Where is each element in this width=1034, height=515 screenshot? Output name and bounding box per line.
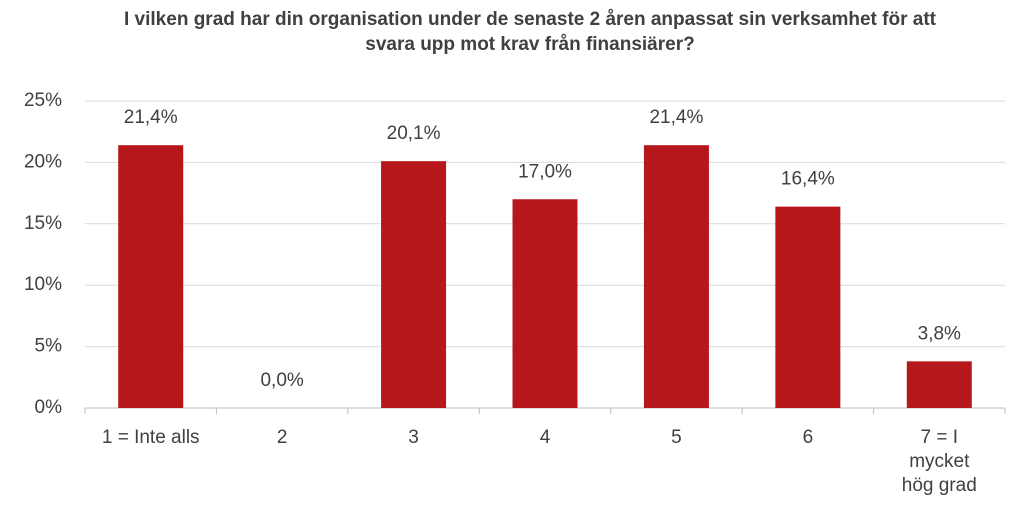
bar [381, 161, 447, 408]
data-label: 16,4% [781, 169, 835, 190]
y-tick-label: 20% [24, 151, 62, 172]
data-label: 3,8% [918, 323, 961, 344]
y-tick-label: 5% [35, 336, 63, 357]
x-tick-label: 5 [671, 427, 682, 448]
data-label: 0,0% [260, 370, 303, 391]
y-tick-label: 25% [24, 90, 62, 111]
data-label: 20,1% [387, 123, 441, 144]
data-label: 21,4% [649, 107, 703, 128]
y-tick-label: 0% [35, 397, 63, 418]
y-tick-label: 10% [24, 274, 62, 295]
data-label: 21,4% [124, 107, 178, 128]
bar [512, 199, 578, 408]
chart-title: I vilken grad har din organisation under… [124, 9, 937, 55]
x-tick-label: 1 = Inte alls [102, 427, 200, 448]
bar [906, 361, 972, 408]
x-tick-label: 4 [540, 427, 551, 448]
x-tick-label: 2 [277, 427, 288, 448]
x-tick-label: 6 [803, 427, 814, 448]
bar [643, 145, 709, 408]
x-tick-label: 3 [408, 427, 419, 448]
bar [118, 145, 184, 408]
data-label: 17,0% [518, 161, 572, 182]
y-tick-label: 15% [24, 213, 62, 234]
bar [775, 206, 841, 408]
